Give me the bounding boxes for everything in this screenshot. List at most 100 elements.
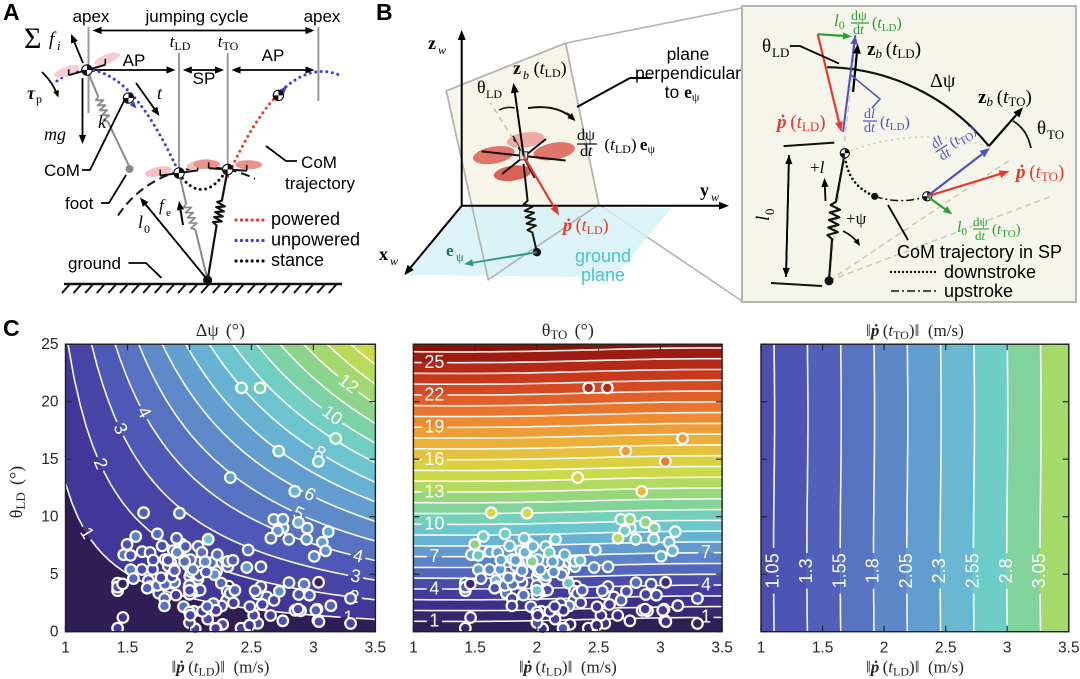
svg-text:tTO: tTO [218,32,239,53]
svg-text:1: 1 [757,640,766,657]
svg-text:3.5: 3.5 [365,640,387,657]
svg-text:k: k [98,112,107,132]
svg-text:e: e [166,207,171,219]
svg-text:‖ṗ (tLD)‖ (m/s): ‖ṗ (tLD)‖ (m/s) [519,658,617,679]
svg-text:dψ: dψ [973,214,988,229]
svg-text:5: 5 [50,566,59,583]
svg-text:2.8: 2.8 [996,558,1016,583]
svg-text:C: C [3,315,20,341]
svg-text:τ: τ [27,83,36,103]
svg-text:1: 1 [342,607,353,628]
svg-text:2.5: 2.5 [588,640,610,657]
svg-text:CoM: CoM [301,153,337,172]
svg-text:3.05: 3.05 [1029,553,1049,588]
svg-text:l: l [753,216,774,221]
svg-text:l0: l0 [957,219,970,238]
svg-text:plane: plane [667,44,710,64]
svg-text:dl: dl [864,107,875,122]
svg-text:3.5: 3.5 [1058,640,1080,657]
svg-text:jumping cycle: jumping cycle [145,7,249,26]
svg-text:f: f [49,29,57,50]
svg-text:1.3: 1.3 [796,558,816,583]
svg-text:to eψ: to eψ [665,82,700,104]
svg-text:A: A [3,0,20,25]
svg-text:perpendicular: perpendicular [635,63,741,83]
svg-text:w: w [390,254,398,268]
svg-text:p: p [36,92,42,106]
svg-text:20: 20 [41,394,59,411]
svg-text:2: 2 [185,640,194,657]
svg-text:1.5: 1.5 [117,640,139,657]
svg-text:1: 1 [409,640,418,657]
svg-text:LD: LD [486,87,502,101]
svg-text:y: y [700,180,709,200]
svg-text:2.5: 2.5 [935,640,957,657]
svg-text:4: 4 [351,545,366,567]
svg-text:2: 2 [880,640,889,657]
svg-text:Δψ (°): Δψ (°) [196,320,245,341]
svg-text:i: i [57,38,61,53]
svg-text:0: 0 [144,222,150,236]
svg-text:θ: θ [1037,118,1046,139]
svg-text:CoM trajectory in SP: CoM trajectory in SP [897,242,1062,262]
svg-text:z: z [428,33,436,53]
svg-text:θLD (°): θLD (°) [6,466,28,518]
svg-text:15: 15 [41,451,58,468]
svg-text:foot: foot [65,194,94,213]
svg-text:w: w [438,43,446,57]
svg-text:‖ṗ (tLD)‖ (m/s): ‖ṗ (tLD)‖ (m/s) [171,658,269,679]
svg-text:0: 0 [50,624,59,641]
svg-text:AP: AP [123,51,146,70]
svg-text:ψ: ψ [456,250,464,264]
svg-text:1.5: 1.5 [464,640,486,657]
svg-text:Δψ: Δψ [930,70,956,92]
svg-text:2.5: 2.5 [241,640,263,657]
svg-text:dt: dt [853,23,865,38]
svg-text:θTO (°): θTO (°) [542,320,594,342]
svg-text:zb (tLD): zb (tLD) [867,39,921,61]
svg-text:3: 3 [1003,640,1012,657]
svg-text:2.05: 2.05 [896,553,916,588]
svg-text:tLD: tLD [170,32,191,53]
svg-text:unpowered: unpowered [271,230,360,250]
svg-text:CoM: CoM [44,161,80,180]
svg-text:2: 2 [533,640,542,657]
svg-text:3.5: 3.5 [711,640,733,657]
svg-text:‖ṗ (tLD)‖ (m/s): ‖ṗ (tLD)‖ (m/s) [866,658,964,679]
svg-text:25: 25 [424,352,444,372]
svg-text:+l: +l [810,158,825,177]
svg-text:19: 19 [424,417,444,437]
svg-text:mg: mg [44,124,66,144]
svg-text:TO: TO [1047,127,1064,142]
svg-text:θ: θ [762,36,771,57]
svg-text:‖ṗ (tTO)‖ (m/s): ‖ṗ (tTO)‖ (m/s) [866,321,964,342]
svg-text:4: 4 [701,574,711,594]
svg-text:dt: dt [864,121,876,136]
svg-text:2.3: 2.3 [929,558,949,583]
svg-text:e: e [446,241,454,260]
svg-text:x: x [379,244,388,264]
svg-text:1: 1 [429,611,439,631]
svg-text:1.55: 1.55 [829,553,849,588]
svg-text:dt: dt [975,228,986,243]
svg-text:trajectory: trajectory [285,174,355,193]
svg-text:downstroke: downstroke [944,262,1036,282]
svg-text:3: 3 [349,565,363,587]
svg-text:upstroke: upstroke [944,281,1013,301]
svg-text:16: 16 [424,449,444,469]
svg-text:13: 13 [424,481,444,501]
svg-text:dψ: dψ [851,9,867,24]
svg-text:0: 0 [762,209,777,216]
svg-text:10: 10 [424,514,444,534]
svg-text:b: b [523,68,529,82]
svg-text:θ: θ [477,77,486,97]
svg-text:1: 1 [61,640,70,657]
svg-text:+ψ: +ψ [846,209,867,228]
svg-text:apex: apex [304,7,341,26]
svg-text:l0: l0 [834,11,848,32]
svg-text:f: f [159,196,166,215]
svg-text:3: 3 [656,640,665,657]
svg-text:l: l [138,212,143,232]
svg-text:3: 3 [309,640,318,657]
svg-text:AP: AP [262,46,285,65]
